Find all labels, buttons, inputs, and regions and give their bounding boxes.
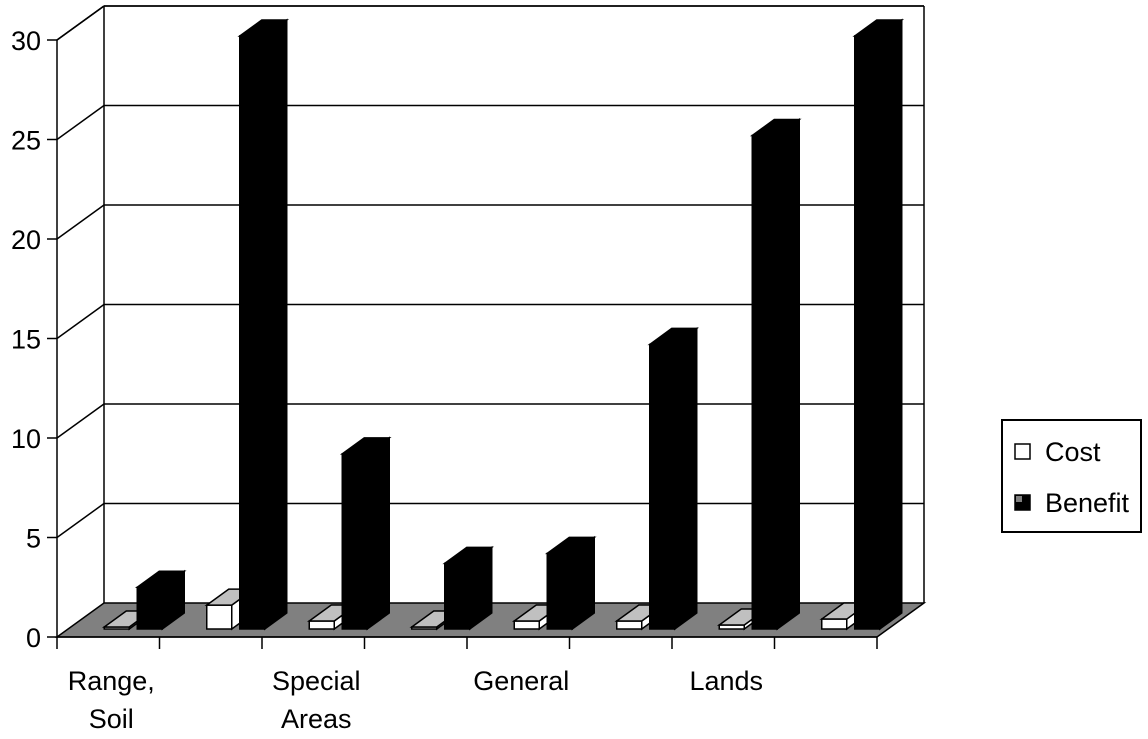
benefit-bar bbox=[647, 326, 700, 631]
benefit-bar-top bbox=[134, 570, 187, 588]
y-tick-label: 15 bbox=[11, 325, 41, 355]
benefit-bar-top bbox=[339, 437, 392, 455]
benefit-bar-front bbox=[239, 35, 266, 630]
benefit-bar bbox=[749, 118, 802, 631]
legend-box bbox=[1001, 419, 1142, 533]
y-tick-label: 30 bbox=[11, 26, 41, 56]
benefit-bar bbox=[442, 545, 495, 631]
side-gridline bbox=[56, 403, 105, 439]
benefit-bar-front bbox=[444, 562, 471, 630]
benefit-bar-front bbox=[751, 134, 778, 630]
benefit-bar-side bbox=[879, 18, 903, 631]
benefit-bar-top bbox=[852, 19, 905, 37]
benefit-bar bbox=[134, 569, 187, 631]
benefit-bar-side bbox=[366, 436, 390, 631]
benefit-bar-front bbox=[546, 552, 573, 630]
legend-label-benefit: Benefit bbox=[1045, 488, 1130, 518]
cost-bar-front bbox=[513, 620, 540, 630]
legend-label-cost: Cost bbox=[1045, 437, 1101, 467]
y-axis-ticks: 0 5 10 15 20 25 30 bbox=[11, 26, 57, 653]
legend-item-cost: Cost bbox=[1014, 437, 1101, 467]
benefit-bar bbox=[339, 436, 392, 631]
benefit-bar-top bbox=[749, 118, 802, 137]
y-tick-label: 20 bbox=[11, 225, 41, 255]
benefit-bar bbox=[544, 535, 597, 631]
benefit-bar-front bbox=[649, 343, 676, 630]
y-tick-label: 10 bbox=[11, 424, 41, 454]
x-category-label: Special bbox=[272, 666, 361, 696]
legend-swatch-benefit-shade bbox=[1016, 496, 1022, 502]
y-tick-label: 5 bbox=[26, 524, 41, 554]
x-category-label: Soil bbox=[89, 704, 134, 734]
benefit-bar-top bbox=[237, 19, 290, 37]
legend-item-benefit: Benefit bbox=[1014, 488, 1130, 518]
side-gridline bbox=[56, 303, 105, 340]
benefit-bar-side bbox=[776, 118, 800, 631]
benefit-bar-top bbox=[442, 546, 495, 565]
bars bbox=[101, 18, 905, 631]
x-category-label: General bbox=[473, 666, 569, 696]
x-category-label: Range, bbox=[68, 666, 155, 696]
side-gridline bbox=[56, 502, 105, 539]
x-category-label: Lands bbox=[689, 666, 763, 696]
x-category-label: Areas bbox=[281, 704, 352, 734]
y-tick-label: 25 bbox=[11, 126, 41, 156]
side-gridline bbox=[56, 104, 105, 141]
x-axis-labels: Range, Soil Special Areas General Lands bbox=[56, 637, 878, 734]
y-tick-label: 0 bbox=[26, 623, 41, 653]
legend: Cost Benefit bbox=[1001, 419, 1142, 533]
cost-bar-front bbox=[821, 618, 848, 630]
cost-bar-front bbox=[206, 604, 233, 630]
benefit-bar bbox=[852, 18, 905, 631]
benefit-bar-top bbox=[544, 536, 597, 555]
benefit-bar bbox=[237, 18, 290, 631]
benefit-bar-side bbox=[264, 18, 288, 631]
benefit-bar-top bbox=[647, 327, 700, 346]
cost-bar-front bbox=[616, 620, 643, 630]
cost-bar-front bbox=[308, 620, 335, 630]
benefit-bar-front bbox=[136, 586, 163, 630]
benefit-bar-front bbox=[341, 453, 368, 630]
benefit-bar-side bbox=[674, 326, 698, 631]
side-gridline bbox=[56, 204, 105, 240]
side-gridline bbox=[56, 5, 105, 41]
legend-swatch-cost bbox=[1014, 443, 1031, 460]
benefit-bar-front bbox=[854, 35, 881, 630]
